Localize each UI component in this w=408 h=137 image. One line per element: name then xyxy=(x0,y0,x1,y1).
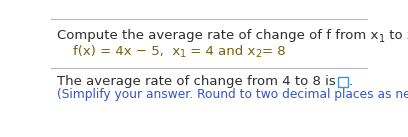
Text: 2: 2 xyxy=(255,49,262,59)
Text: f(x) = 4x − 5,  x: f(x) = 4x − 5, x xyxy=(73,45,180,58)
Text: = 8: = 8 xyxy=(262,45,285,58)
Text: to x: to x xyxy=(385,29,408,42)
Text: 1: 1 xyxy=(379,34,385,44)
Text: The average rate of change from 4 to 8 is: The average rate of change from 4 to 8 i… xyxy=(57,75,336,88)
FancyBboxPatch shape xyxy=(338,76,348,86)
Text: Compute the average rate of change of f from x: Compute the average rate of change of f … xyxy=(57,29,379,42)
Text: (Simplify your answer. Round to two decimal places as needed.): (Simplify your answer. Round to two deci… xyxy=(57,89,408,102)
Text: 1: 1 xyxy=(180,49,186,59)
Text: .: . xyxy=(349,75,353,88)
Text: = 4 and x: = 4 and x xyxy=(186,45,255,58)
